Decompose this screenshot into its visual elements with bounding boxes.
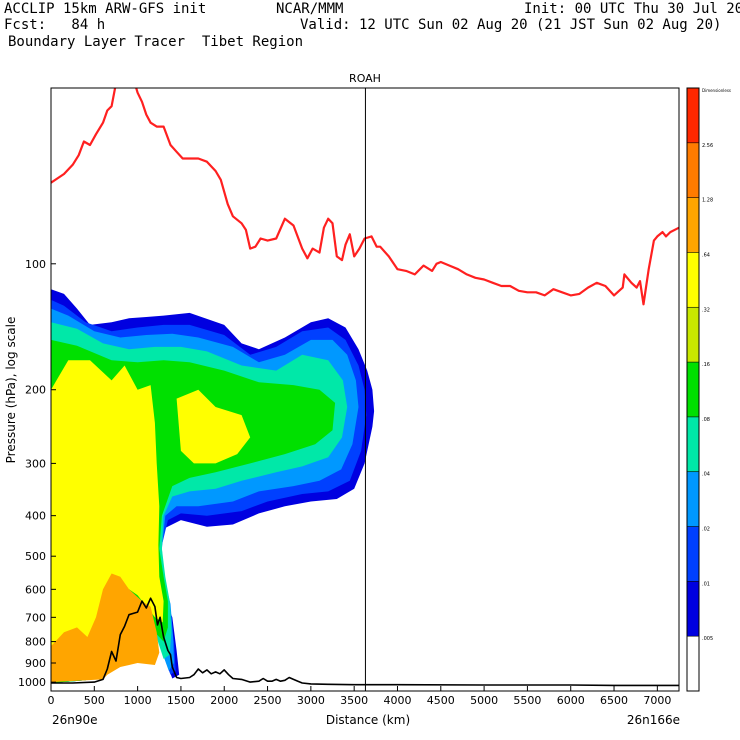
y-tick-label: 1000 xyxy=(18,676,46,689)
y-tick-label: 100 xyxy=(25,258,46,271)
colorbar-label: .02 xyxy=(702,527,710,533)
header-line1-left: ACCLIP 15km ARW-GFS init xyxy=(4,1,207,17)
x-tick-label: 5500 xyxy=(513,694,541,707)
colorbar-label: .04 xyxy=(702,472,710,478)
colorbar-swatch xyxy=(687,471,699,527)
x-tick-label: 4500 xyxy=(427,694,455,707)
colorbar-label: .01 xyxy=(702,581,710,587)
y-tick-label: 500 xyxy=(25,550,46,563)
colorbar-swatch xyxy=(687,526,699,582)
x-tick-label: 2500 xyxy=(254,694,282,707)
plume-layer-7 xyxy=(51,573,160,683)
x-tick-label: 0 xyxy=(48,694,55,707)
x-axis-label: Distance (km) xyxy=(326,713,410,727)
colorbar-swatch xyxy=(687,636,699,691)
header-line2-left: Fcst: 84 h xyxy=(4,17,106,33)
colorbar-label: Dimensionless xyxy=(702,88,731,93)
colorbar-label: 1.28 xyxy=(702,198,713,204)
colorbar: Dimensionless 2.56 1.28 .64 .32 .16 .08 .04 .02.… xyxy=(686,87,731,692)
header-line3-left: Boundary Layer Tracer Tibet Region xyxy=(8,34,304,50)
x-tick-label: 1500 xyxy=(167,694,195,707)
x-tick-label: 7000 xyxy=(643,694,671,707)
colorbar-swatch xyxy=(687,88,699,143)
colorbar-swatch xyxy=(687,197,699,253)
y-tick-label: 200 xyxy=(25,384,46,397)
y-tick-label: 700 xyxy=(25,611,46,624)
colorbar-swatch xyxy=(687,307,699,363)
header-line1-center: NCAR/MMM xyxy=(276,1,344,17)
header-line1-right: Init: 00 UTC Thu 30 Jul 20 xyxy=(524,1,740,17)
colorbar-swatch xyxy=(687,362,699,417)
colorbar-frame xyxy=(686,87,700,692)
colorbar-swatch xyxy=(687,252,699,308)
x-axis: 0 500 1000 1500 2000 2500 3000 3500 4000 4500 5000… xyxy=(48,686,671,707)
x-tick-label: 2000 xyxy=(210,694,238,707)
y-axis: 100 200 300 400 500 600 700 800 900 1000 xyxy=(18,258,56,689)
y-tick-label: 900 xyxy=(25,657,46,670)
colorbar-label: .005 xyxy=(702,636,713,642)
x-tick-label: 500 xyxy=(84,694,105,707)
colorbar-label: .64 xyxy=(702,252,710,258)
colorbar-swatch xyxy=(687,142,699,198)
x-tick-label: 3500 xyxy=(340,694,368,707)
colorbar-label: .08 xyxy=(702,417,710,423)
endpoint-right: 26n166e xyxy=(627,713,680,727)
plume-layer-6 xyxy=(176,389,251,464)
x-tick-label: 4000 xyxy=(383,694,411,707)
colorbar-label: .16 xyxy=(702,362,710,368)
colorbar-swatch xyxy=(687,581,699,637)
y-tick-label: 400 xyxy=(25,510,46,523)
endpoint-left: 26n90e xyxy=(52,713,98,727)
x-tick-label: 3000 xyxy=(297,694,325,707)
tropopause-line xyxy=(51,88,679,306)
y-tick-label: 800 xyxy=(25,636,46,649)
y-tick-label: 300 xyxy=(25,457,46,470)
colorbar-label: .32 xyxy=(702,307,710,313)
x-tick-label: 5000 xyxy=(470,694,498,707)
terrain-line xyxy=(51,597,679,687)
x-tick-label: 6500 xyxy=(600,694,628,707)
y-tick-label: 600 xyxy=(25,583,46,596)
y-axis-label: Pressure (hPa), log scale xyxy=(4,317,18,464)
colorbar-label: 2.56 xyxy=(702,143,713,149)
tracer-plume xyxy=(51,289,375,683)
plume-layer-5 xyxy=(51,360,164,663)
colorbar-swatch xyxy=(687,416,699,472)
chart-title: ROAH xyxy=(349,72,381,85)
x-tick-label: 1000 xyxy=(124,694,152,707)
header-line2-right: Valid: 12 UTC Sun 02 Aug 20 (21 JST Sun … xyxy=(300,17,722,33)
x-tick-label: 6000 xyxy=(557,694,585,707)
